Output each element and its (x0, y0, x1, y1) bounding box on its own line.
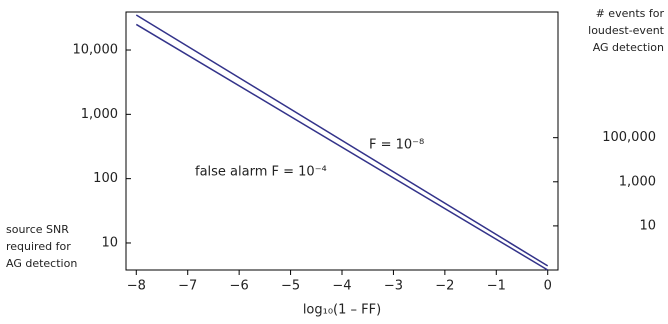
x-tick-label: −4 (332, 279, 351, 294)
y2-axis-label: # events for (596, 7, 665, 20)
y-axis-label: source SNR (6, 223, 69, 236)
y-axis-label: required for (6, 240, 71, 253)
x-tick-label: −3 (384, 279, 403, 294)
y-tick-label: 10 (101, 235, 118, 250)
x-tick-label: −1 (487, 279, 506, 294)
series-line (135, 23, 549, 271)
y2-tick-label: 1,000 (619, 174, 656, 189)
x-tick-label: 0 (544, 279, 552, 294)
x-tick-label: −6 (230, 279, 249, 294)
y-tick-label: 100 (93, 171, 118, 186)
y-axis-label: AG detection (6, 257, 77, 270)
y-tick-label: 10,000 (73, 43, 119, 58)
y2-axis-label: AG detection (593, 41, 664, 54)
y2-tick-label: 10 (639, 218, 656, 233)
y2-tick-label: 100,000 (602, 130, 656, 145)
x-tick-label: −8 (127, 279, 146, 294)
x-tick-label: −2 (435, 279, 454, 294)
y-tick-label: 1,000 (81, 107, 118, 122)
annotation: false alarm F = 10⁻⁴ (195, 165, 327, 180)
annotation: F = 10⁻⁸ (369, 138, 424, 153)
x-tick-label: −5 (281, 279, 300, 294)
y2-axis-label: loudest-event (588, 24, 665, 37)
x-tick-label: −7 (178, 279, 197, 294)
series-line (135, 14, 549, 267)
x-axis-label: log₁₀(1 – FF) (303, 303, 381, 318)
